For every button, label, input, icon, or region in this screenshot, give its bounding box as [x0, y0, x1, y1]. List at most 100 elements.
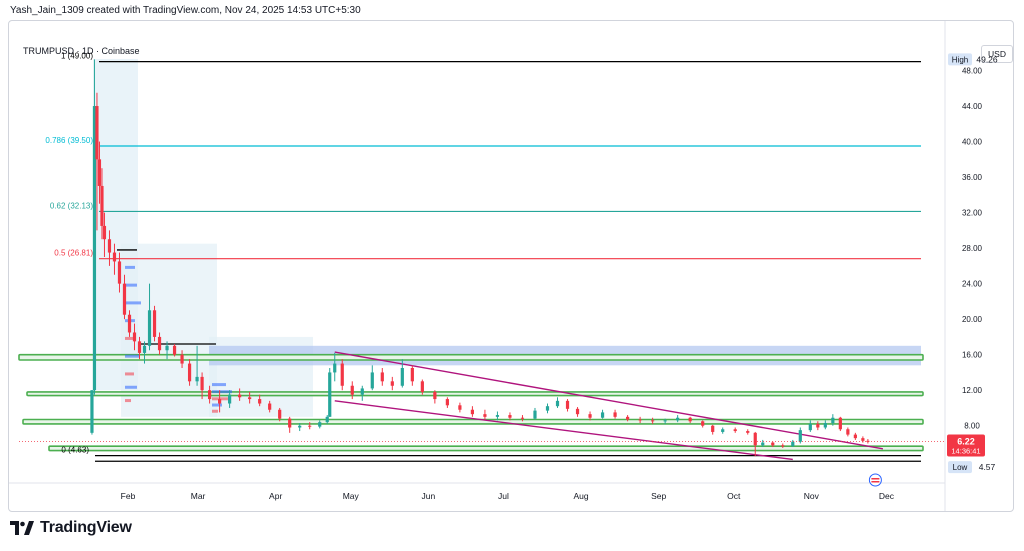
y-tick-label-11: 48.00 [962, 67, 983, 76]
candle-body [228, 394, 232, 404]
x-tick-label-6: Jul [498, 491, 509, 501]
candle-15 [147, 283, 152, 351]
candle-29 [258, 394, 262, 407]
candle-body [152, 310, 157, 337]
candle-85 [838, 416, 842, 432]
candle-body [753, 432, 757, 446]
candle-body [165, 345, 169, 351]
y-tick-label-7: 32.00 [962, 209, 983, 218]
candle-55 [520, 415, 525, 422]
candle-41 [360, 385, 364, 401]
candle-body [733, 429, 737, 432]
y-tick-label-6: 28.00 [962, 244, 983, 253]
candle-12 [132, 323, 137, 351]
tradingview-logo-icon [10, 521, 34, 535]
candle-body [122, 283, 127, 315]
currency-button[interactable]: USD [981, 45, 1013, 63]
candle-body [625, 416, 630, 420]
candle-body [157, 336, 162, 351]
candle-body [200, 376, 204, 391]
candle-body [195, 376, 199, 382]
candle-81 [808, 420, 812, 432]
candle-18 [165, 341, 169, 360]
volume-profile-bar-8 [125, 385, 137, 389]
candle-71 [711, 424, 715, 435]
candle-body [258, 399, 262, 404]
candle-body [588, 414, 592, 418]
y-tick-label-4: 20.00 [962, 315, 983, 324]
candle-body [360, 388, 364, 395]
candle-76 [761, 439, 765, 448]
candle-27 [238, 388, 242, 401]
volume-profile-bar-5 [125, 336, 133, 340]
candle-body [112, 252, 117, 262]
candle-body [445, 399, 449, 406]
candle-16 [152, 305, 157, 342]
volume-profile-bar-mar-1 [212, 383, 226, 387]
candle-3 [95, 92, 99, 231]
candle-body [298, 425, 302, 428]
candle-35 [318, 420, 322, 429]
candle-body [638, 419, 642, 421]
candle-56 [533, 407, 537, 420]
price-chart[interactable]: 1 (49.00) 0.786 (39.50) 0.62 (32.13) 0.5 (2… [9, 21, 1013, 511]
candle-body [861, 438, 865, 441]
candle-68 [676, 415, 680, 423]
candle-body [831, 417, 835, 424]
x-tick-label-10: Nov [804, 491, 820, 501]
x-tick-label-2: Mar [191, 491, 206, 501]
x-tick-label-3: Apr [269, 491, 282, 501]
trend-channel-upper [334, 351, 884, 450]
candle-body [180, 354, 184, 364]
y-tick-label-1: 8.00 [964, 422, 980, 431]
candle-body [495, 415, 500, 417]
candle-11 [127, 310, 132, 337]
candle-body [248, 397, 252, 400]
candle-body [147, 310, 152, 346]
candle-30 [268, 400, 272, 413]
candle-22 [195, 345, 199, 386]
candle-67 [663, 418, 667, 424]
candle-body [458, 405, 462, 410]
candle-body [600, 412, 605, 418]
support-zone-2 [26, 391, 924, 397]
candle-60 [575, 407, 580, 417]
candle-40 [350, 381, 354, 400]
fib-label-4: 0.5 (26.81) [54, 249, 93, 258]
chart-frame[interactable]: TRUMPUSD · 1D · Coinbase USD 1 (49.00) 0.… [8, 20, 1014, 512]
candle-36 [325, 415, 329, 424]
low-badge-label: Low [953, 463, 968, 472]
x-tick-label-8: Sep [651, 491, 666, 501]
candle-38 [333, 352, 337, 382]
candle-body [533, 410, 537, 419]
candle-75 [753, 431, 757, 457]
candle-body [520, 417, 525, 419]
candle-23 [200, 372, 204, 400]
y-tick-label-5: 24.00 [962, 280, 983, 289]
trend-channel-lower [334, 400, 793, 461]
candle-body [137, 341, 142, 353]
candle-body [420, 381, 424, 392]
candle-24 [207, 385, 212, 404]
volume-profile-bar-9 [125, 399, 131, 403]
candle-34 [308, 422, 312, 430]
candle-body [107, 239, 112, 253]
candle-body [781, 445, 785, 447]
candle-13 [137, 336, 142, 360]
volume-profile-bar-mar-5 [212, 409, 218, 413]
candle-body [791, 441, 795, 447]
candle-46 [410, 365, 414, 386]
candle-body [470, 409, 475, 415]
candle-43 [380, 368, 384, 386]
candle-body [97, 159, 102, 186]
candle-body [838, 417, 842, 430]
candle-52 [483, 409, 487, 420]
event-flag-icon [868, 473, 882, 487]
candle-82 [816, 421, 820, 431]
candle-61 [588, 411, 592, 421]
candle-8 [112, 243, 117, 275]
volume-profile-bar-1 [125, 265, 135, 269]
candle-86 [846, 427, 850, 437]
candle-body [846, 429, 850, 435]
candle-body [328, 372, 332, 417]
